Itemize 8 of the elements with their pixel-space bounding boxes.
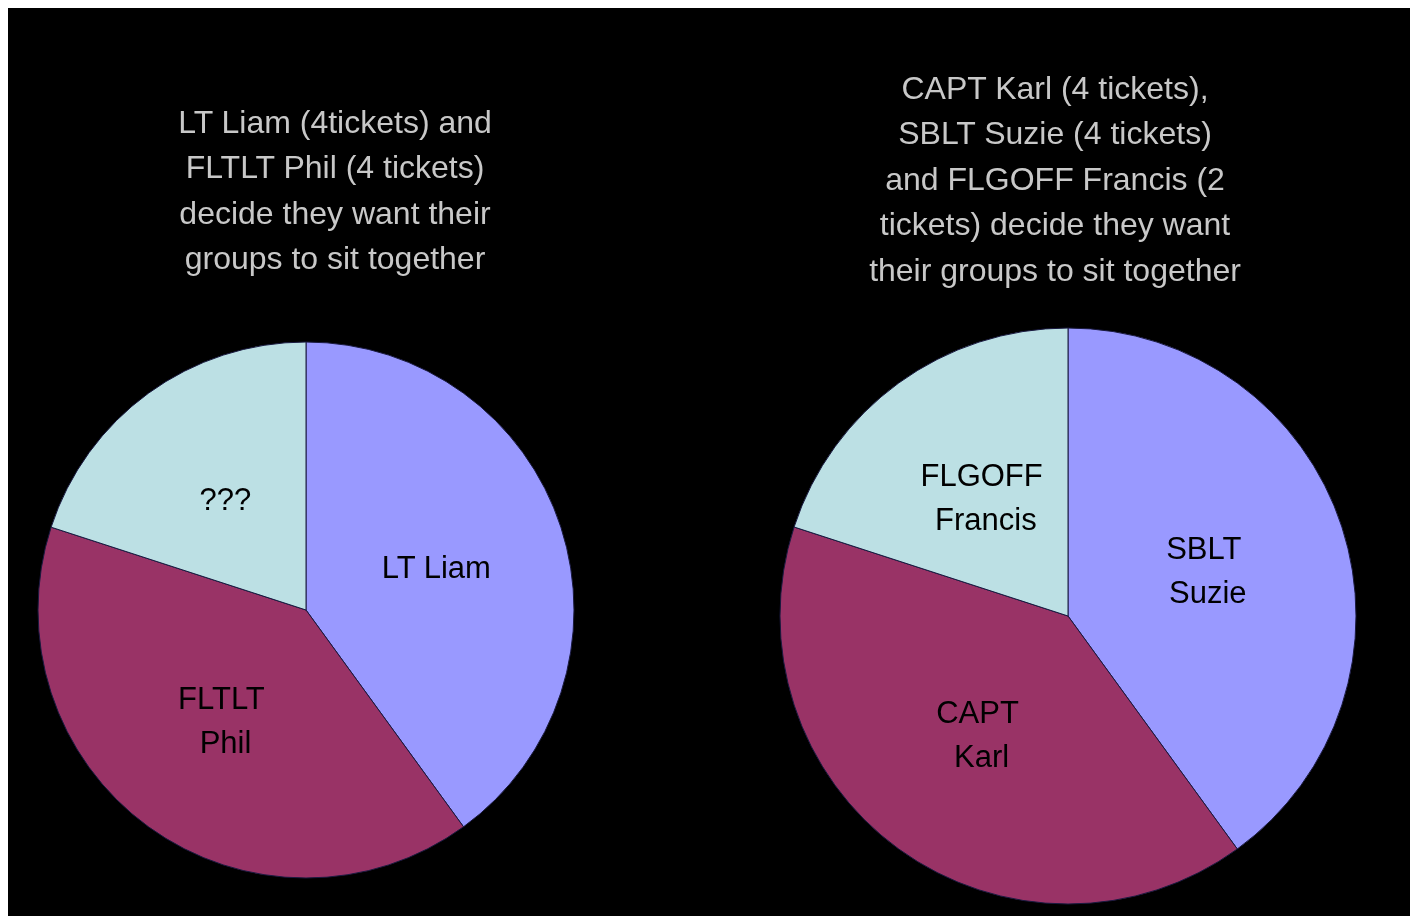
slice-label: SBLT Suzie (1166, 531, 1250, 611)
chart-title: CAPT Karl (4 tickets), SBLT Suzie (4 tickets) and FLGOFF Francis (2 tickets) decide they want their groups to sit together (869, 69, 1242, 288)
slice-label: ??? (199, 481, 252, 517)
slice-label: CAPT Karl (936, 695, 1027, 775)
chart-title: LT Liam (4tickets) and FLTLT Phil (4 tickets) decide they want their groups to sit together (178, 103, 492, 277)
slice-label: FLGOFF Francis (920, 457, 1043, 537)
slice-label: FLTLT Phil (178, 681, 273, 761)
slice-label: LT Liam (381, 550, 491, 586)
